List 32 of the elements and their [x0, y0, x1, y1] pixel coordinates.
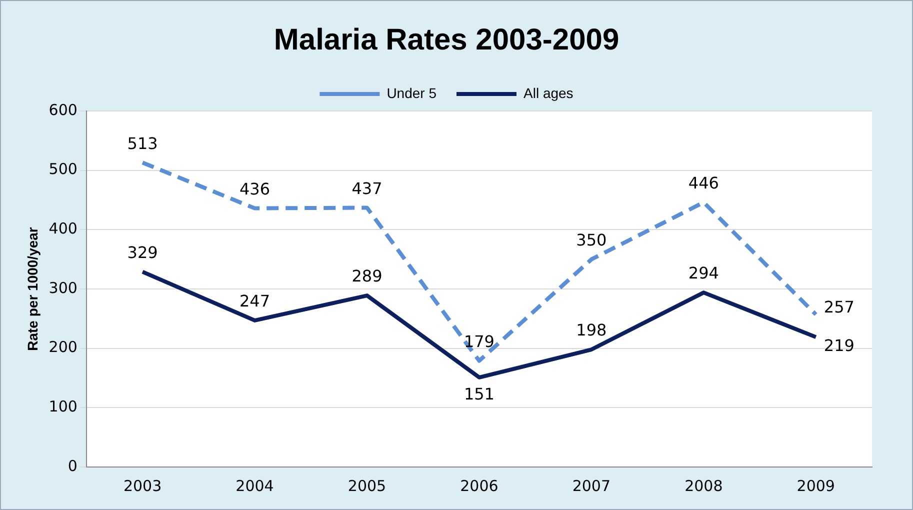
data-label: 446	[688, 174, 719, 193]
y-tick-label: 100	[48, 398, 78, 416]
x-tick-label: 2005	[348, 476, 386, 495]
x-tick-label: 2003	[123, 476, 162, 495]
data-label: 437	[352, 178, 382, 198]
x-tick-label: 2009	[796, 476, 835, 495]
y-tick-label: 600	[48, 100, 78, 119]
data-label: 151	[464, 384, 494, 404]
data-label: 198	[576, 320, 607, 340]
chart-title: Malaria Rates 2003-2009	[274, 23, 620, 56]
y-tick-label: 500	[48, 160, 78, 178]
x-tick-label: 2006	[460, 476, 498, 495]
data-label: 329	[127, 242, 158, 262]
data-label: 257	[824, 298, 854, 317]
legend-label: All ages	[524, 84, 574, 101]
y-axis-title: Rate per 1000/year	[24, 226, 40, 351]
x-tick-label: 2008	[684, 476, 723, 495]
data-label: 294	[688, 264, 719, 283]
data-label: 513	[127, 134, 158, 153]
data-label: 219	[824, 336, 854, 356]
data-label: 179	[464, 332, 494, 351]
data-label: 247	[239, 292, 270, 311]
legend-label: Under 5	[386, 84, 437, 101]
y-tick-label: 400	[48, 220, 78, 238]
x-tick-label: 2004	[236, 476, 274, 495]
data-label: 289	[352, 266, 382, 286]
y-tick-label: 200	[48, 338, 78, 356]
y-tick-label: 300	[48, 278, 78, 297]
data-label: 436	[239, 179, 270, 198]
data-label: 350	[576, 230, 607, 250]
x-tick-label: 2007	[572, 476, 611, 495]
y-tick-label: 0	[68, 456, 78, 475]
